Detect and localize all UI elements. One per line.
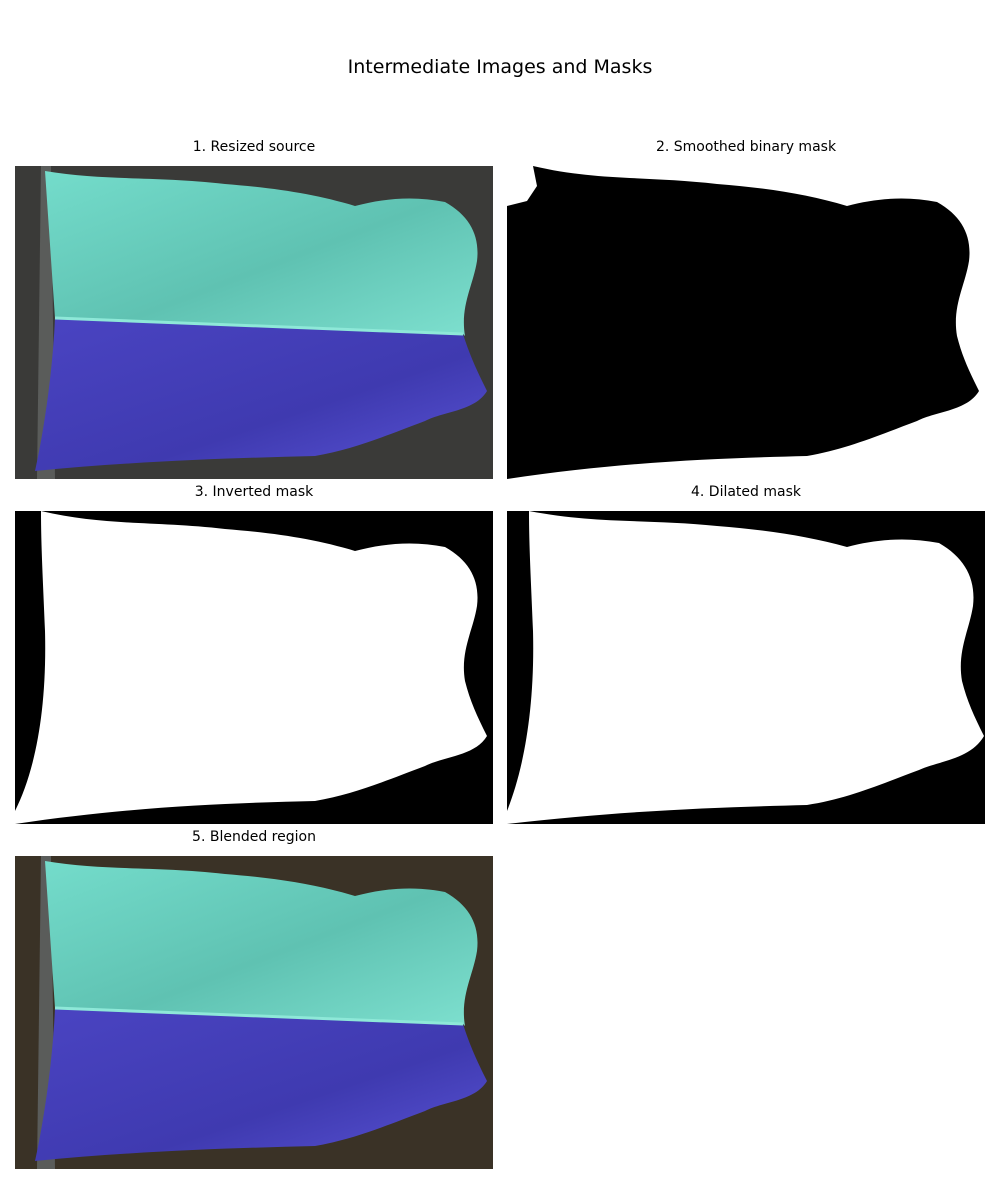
flag-seam — [54, 1006, 464, 1026]
inverted-mask-image — [15, 511, 493, 824]
flag-lower-blue — [35, 318, 487, 471]
resized-source-image — [15, 166, 493, 479]
mask-shape-white — [15, 511, 487, 824]
figure-title: Intermediate Images and Masks — [347, 56, 653, 78]
panel-dilated-mask — [507, 511, 985, 824]
panel-resized-source — [15, 166, 493, 479]
mask-shape-black — [507, 166, 979, 479]
mask-shape-white-dilated — [507, 511, 984, 824]
flag-upper-teal — [45, 861, 478, 1026]
panel-inverted-mask — [15, 511, 493, 824]
panel-title-inverted-mask: 3. Inverted mask — [194, 484, 314, 500]
panel-smoothed-binary-mask — [507, 166, 985, 479]
flag-lower-blue — [35, 1008, 487, 1161]
smoothed-binary-mask-image — [507, 166, 985, 479]
panel-title-blended-region: 5. Blended region — [192, 829, 316, 845]
flag-seam — [54, 316, 464, 336]
panel-title-resized-source: 1. Resized source — [192, 139, 316, 155]
dilated-mask-image — [507, 511, 985, 824]
panel-title-dilated-mask: 4. Dilated mask — [690, 484, 801, 500]
panel-title-smoothed-binary-mask: 2. Smoothed binary mask — [655, 139, 837, 155]
blended-region-image — [15, 856, 493, 1169]
flag-upper-teal — [45, 171, 478, 336]
panel-blended-region — [15, 856, 493, 1169]
